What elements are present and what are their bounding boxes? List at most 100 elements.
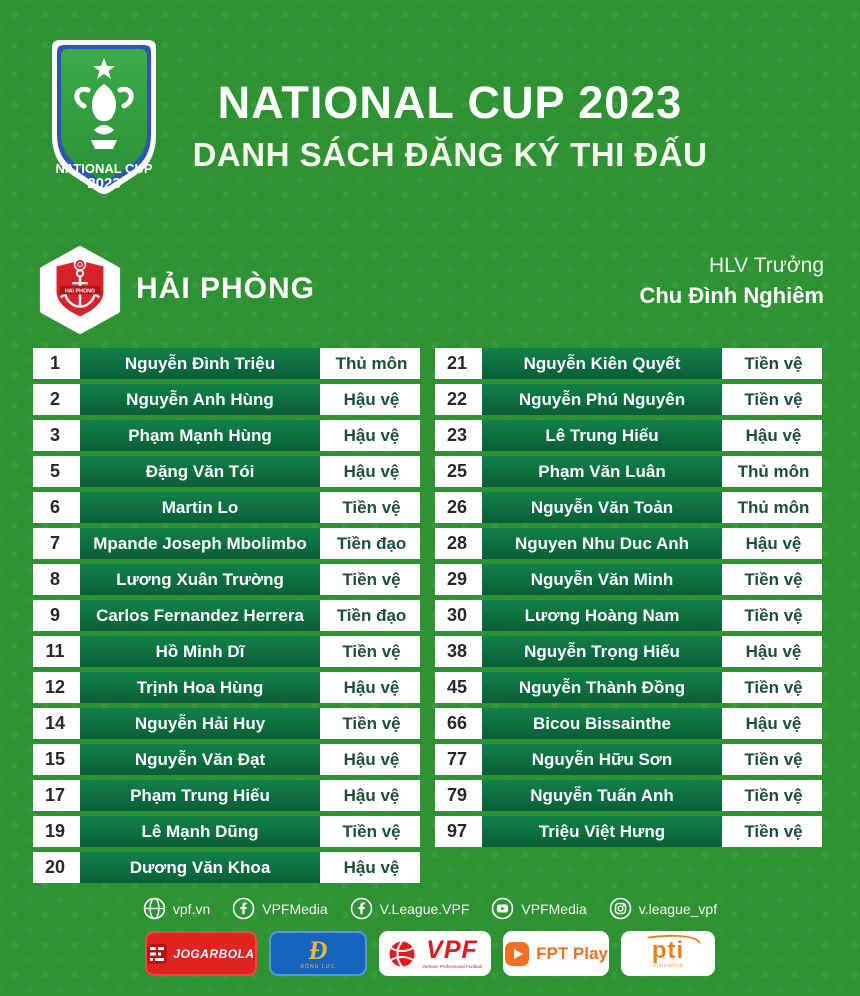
player-position-cell: Hậu vệ xyxy=(725,420,822,451)
player-position-cell: Tiền vệ xyxy=(323,636,420,667)
table-row: 26 Nguyễn Văn Toản Thủ môn xyxy=(435,492,822,523)
table-row: 25 Phạm Văn Luân Thủ môn xyxy=(435,456,822,487)
player-position-cell: Hậu vệ xyxy=(323,780,420,811)
player-number-cell: 19 xyxy=(33,816,77,847)
player-number-cell: 30 xyxy=(435,600,479,631)
player-position-cell: Hậu vệ xyxy=(725,528,822,559)
player-name-cell: Carlos Fernandez Herrera xyxy=(77,600,323,631)
player-name-cell: Dương Văn Khoa xyxy=(77,852,323,883)
player-name-cell: Martin Lo xyxy=(77,492,323,523)
vpf-label: VPF xyxy=(426,935,478,964)
player-position-cell: Tiền vệ xyxy=(323,492,420,523)
player-number-cell: 3 xyxy=(33,420,77,451)
player-name-cell: Phạm Trung Hiếu xyxy=(77,780,323,811)
jogarbola-label: JOGARBOLA xyxy=(173,946,255,961)
table-row: 11 Hồ Minh Dĩ Tiền vệ xyxy=(33,636,420,667)
player-position-cell: Tiền vệ xyxy=(725,384,822,415)
player-position-cell: Hậu vệ xyxy=(323,852,420,883)
player-name-cell: Triệu Việt Hưng xyxy=(479,816,725,847)
sponsor-logos: JOGARBOLA Đ ĐỘNG LỰC VPF Vietnam Profess… xyxy=(0,928,860,976)
team-name: HẢI PHÒNG xyxy=(136,272,316,305)
table-row: 77 Nguyễn Hữu Sơn Tiền vệ xyxy=(435,744,822,775)
national-cup-badge: NATIONAL CUP 2023 xyxy=(44,36,164,200)
table-row: 66 Bicou Bissainthe Hậu vệ xyxy=(435,708,822,739)
badge-title: NATIONAL CUP xyxy=(55,161,152,176)
player-position-cell: Tiền vệ xyxy=(725,744,822,775)
player-number-cell: 20 xyxy=(33,852,77,883)
table-row: 19 Lê Mạnh Dũng Tiền vệ xyxy=(33,816,420,847)
coach-name: Chu Đình Nghiêm xyxy=(639,283,824,308)
table-row: 6 Martin Lo Tiền vệ xyxy=(33,492,420,523)
player-number-cell: 2 xyxy=(33,384,77,415)
player-position-cell: Tiền đạo xyxy=(323,528,420,559)
table-row: 1 Nguyễn Đình Triệu Thủ môn xyxy=(33,348,420,379)
player-name-cell: Lê Mạnh Dũng xyxy=(77,816,323,847)
player-position-cell: Hậu vệ xyxy=(323,456,420,487)
social-label: VPFMedia xyxy=(521,900,587,917)
player-number-cell: 7 xyxy=(33,528,77,559)
table-row: 29 Nguyễn Văn Minh Tiền vệ xyxy=(435,564,822,595)
player-name-cell: Nguyen Nhu Duc Anh xyxy=(479,528,725,559)
player-number-cell: 21 xyxy=(435,348,479,379)
pti-label: pti xyxy=(651,936,685,964)
player-number-cell: 38 xyxy=(435,636,479,667)
page-title: NATIONAL CUP 2023 xyxy=(217,77,683,128)
youtube-icon xyxy=(492,897,514,920)
table-row: 28 Nguyen Nhu Duc Anh Hậu vệ xyxy=(435,528,822,559)
player-number-cell: 9 xyxy=(33,600,77,631)
table-row: 7 Mpande Joseph Mbolimbo Tiền đạo xyxy=(33,528,420,559)
player-name-cell: Nguyễn Anh Hùng xyxy=(77,384,323,415)
player-name-cell: Nguyễn Đình Triệu xyxy=(77,348,323,379)
player-position-cell: Hậu vệ xyxy=(323,420,420,451)
player-number-cell: 17 xyxy=(33,780,77,811)
player-name-cell: Lương Xuân Trường xyxy=(77,564,323,595)
instagram-icon xyxy=(609,897,631,920)
table-row: 5 Đặng Văn Tói Hậu vệ xyxy=(33,456,420,487)
table-row: 12 Trịnh Hoa Hùng Hậu vệ xyxy=(33,672,420,703)
facebook-icon xyxy=(350,897,372,920)
player-name-cell: Nguyễn Hữu Sơn xyxy=(479,744,725,775)
table-row: 23 Lê Trung Hiếu Hậu vệ xyxy=(435,420,822,451)
trophy-shield-icon: NATIONAL CUP 2023 xyxy=(52,40,156,194)
player-position-cell: Tiền vệ xyxy=(725,564,822,595)
coach-block: HLV Trưởng Chu Đình Nghiêm xyxy=(639,254,824,309)
pti-caption: insurance xyxy=(652,962,684,969)
crest-ribbon-text: HAI PHONG xyxy=(65,288,95,294)
player-number-cell: 26 xyxy=(435,492,479,523)
vpf-caption: Vietnam Professional Football xyxy=(422,963,482,969)
player-number-cell: 28 xyxy=(435,528,479,559)
player-position-cell: Tiền vệ xyxy=(725,816,822,847)
social-item-website: vpf.vn xyxy=(143,897,210,920)
player-name-cell: Nguyễn Thành Đồng xyxy=(479,672,725,703)
social-label: vpf.vn xyxy=(172,900,211,917)
haiphong-crest-icon: HAI PHONG xyxy=(39,246,121,334)
page-subtitle: DANH SÁCH ĐĂNG KÝ THI ĐẤU xyxy=(192,136,708,173)
player-name-cell: Trịnh Hoa Hùng xyxy=(77,672,323,703)
player-position-cell: Hậu vệ xyxy=(323,672,420,703)
player-position-cell: Thủ môn xyxy=(323,348,420,379)
player-name-cell: Đặng Văn Tói xyxy=(77,456,323,487)
player-number-cell: 29 xyxy=(435,564,479,595)
player-name-cell: Nguyễn Kiên Quyết xyxy=(479,348,725,379)
sponsor-jogarbola: JOGARBOLA xyxy=(145,931,257,976)
dong-luc-caption: ĐỘNG LỰC xyxy=(300,963,336,970)
sponsor-pti: pti insurance xyxy=(621,928,715,976)
header: NATIONAL CUP 2023 DANH SÁCH ĐĂNG KÝ THI … xyxy=(170,80,730,174)
player-name-cell: Nguyễn Phú Nguyên xyxy=(479,384,725,415)
pti-arc-icon xyxy=(647,928,701,951)
player-number-cell: 77 xyxy=(435,744,479,775)
social-item-facebook-2: V.League.VPF xyxy=(350,897,469,920)
player-number-cell: 22 xyxy=(435,384,479,415)
player-position-cell: Tiền vệ xyxy=(725,672,822,703)
sponsor-dong-luc: Đ ĐỘNG LỰC xyxy=(269,931,367,976)
table-row: 20 Dương Văn Khoa Hậu vệ xyxy=(33,852,420,883)
table-row: 97 Triệu Việt Hưng Tiền vệ xyxy=(435,816,822,847)
player-name-cell: Nguyễn Trọng Hiếu xyxy=(479,636,725,667)
team-header: HAI PHONG HẢI PHÒNG HLV Trưởng Chu Đình … xyxy=(36,246,824,338)
table-row: 22 Nguyễn Phú Nguyên Tiền vệ xyxy=(435,384,822,415)
facebook-icon xyxy=(233,897,255,920)
table-row: 2 Nguyễn Anh Hùng Hậu vệ xyxy=(33,384,420,415)
player-position-cell: Thủ môn xyxy=(725,492,822,523)
roster-column-left: 1 Nguyễn Đình Triệu Thủ môn 2 Nguyễn Anh… xyxy=(33,348,420,883)
player-number-cell: 12 xyxy=(33,672,77,703)
